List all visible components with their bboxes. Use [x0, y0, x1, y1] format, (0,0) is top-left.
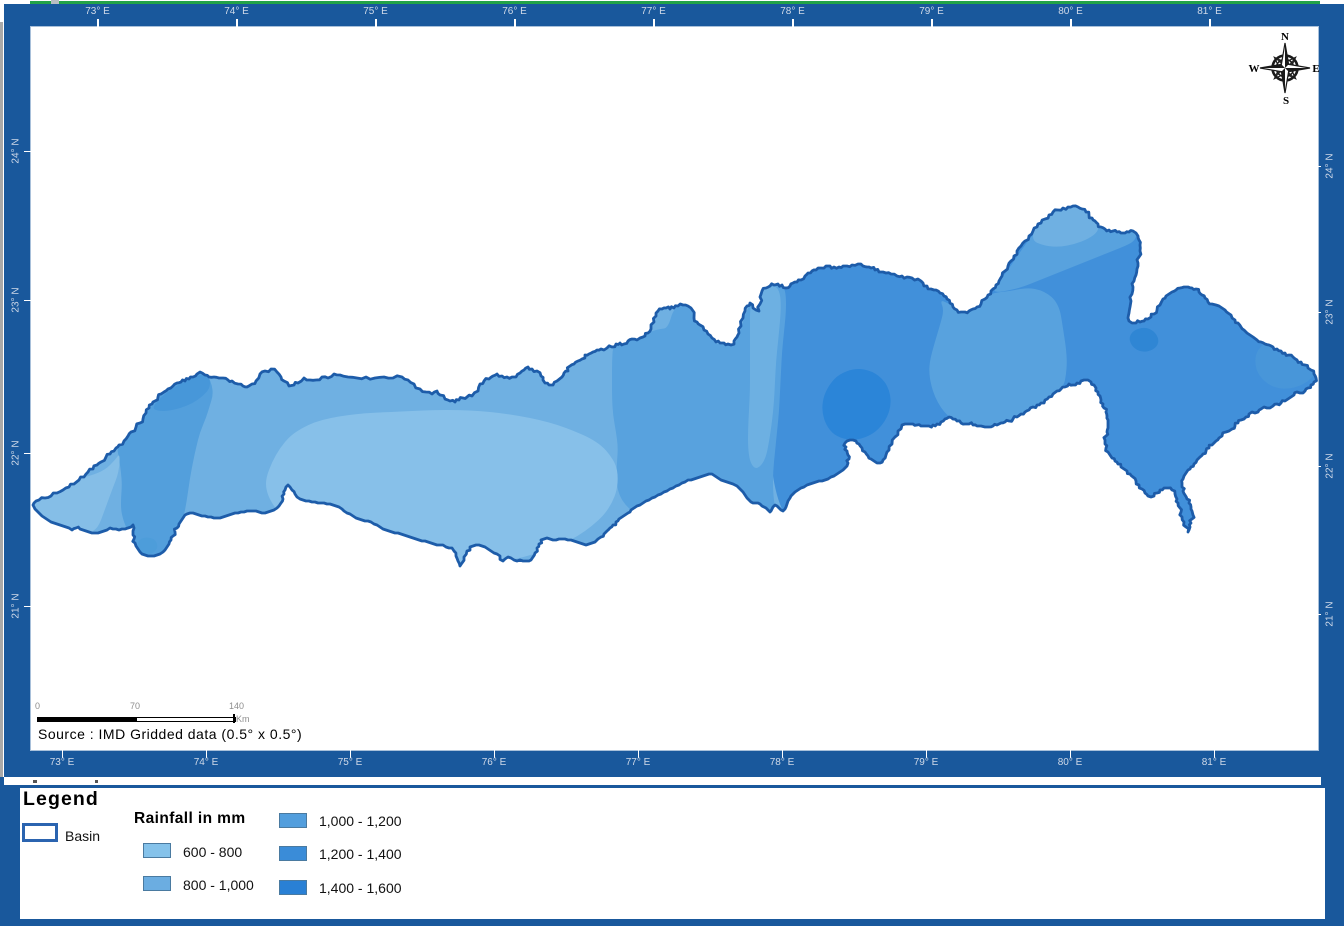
svg-text:S: S	[1283, 95, 1289, 107]
svg-text:E: E	[1312, 63, 1319, 75]
svg-text:N: N	[1281, 31, 1289, 43]
svg-text:W: W	[1249, 63, 1260, 75]
